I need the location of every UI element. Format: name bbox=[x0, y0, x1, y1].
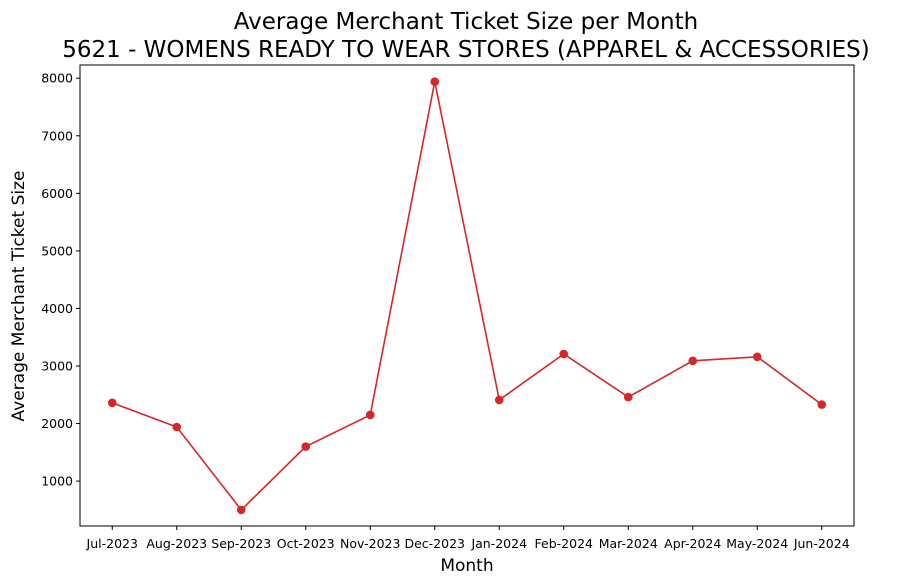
data-point bbox=[752, 352, 762, 362]
data-point bbox=[301, 442, 311, 451]
data-point bbox=[236, 505, 246, 515]
series-line bbox=[111, 81, 823, 512]
chart-title: Average Merchant Ticket Size per Month bbox=[234, 9, 698, 35]
data-point bbox=[172, 422, 182, 432]
x-tick-label: Oct-2023 bbox=[277, 536, 335, 551]
x-tick-label: Dec-2023 bbox=[404, 536, 465, 551]
x-axis: Jul-2023 Aug-2023 Sep-2023 Oct-2023 Nov-2023… bbox=[86, 526, 850, 551]
x-tick-label: Mar-2024 bbox=[599, 536, 658, 551]
x-tick-label: Aug-2023 bbox=[146, 536, 207, 551]
y-tick-label: 2000 bbox=[41, 416, 73, 431]
y-tick-label: 8000 bbox=[41, 71, 73, 86]
x-tick-label: Jul-2023 bbox=[86, 536, 138, 551]
chart-subtitle: 5621 - WOMENS READY TO WEAR STORES (APPA… bbox=[62, 37, 870, 63]
x-tick-label: Feb-2024 bbox=[535, 536, 594, 551]
data-point bbox=[688, 356, 698, 366]
y-tick-label: 7000 bbox=[41, 128, 73, 143]
data-point bbox=[817, 400, 827, 409]
y-axis-label: Average Merchant Ticket Size bbox=[9, 171, 29, 422]
x-tick-label: Jun-2024 bbox=[793, 536, 850, 551]
data-point bbox=[430, 77, 440, 86]
x-tick-label: Sep-2023 bbox=[211, 536, 271, 551]
plot-area bbox=[79, 64, 855, 527]
x-axis-label: Month bbox=[440, 556, 493, 576]
x-tick-label: Apr-2024 bbox=[664, 536, 721, 551]
x-tick-label: May-2024 bbox=[726, 536, 788, 551]
y-tick-label: 3000 bbox=[41, 359, 73, 374]
y-tick-label: 1000 bbox=[41, 474, 73, 489]
y-tick-label: 6000 bbox=[41, 186, 73, 201]
y-tick-label: 4000 bbox=[41, 301, 73, 316]
x-tick-label: Nov-2023 bbox=[340, 536, 400, 551]
data-point bbox=[107, 398, 117, 408]
data-point bbox=[559, 349, 569, 359]
x-tick-label: Jan-2024 bbox=[470, 536, 527, 551]
data-point bbox=[623, 392, 633, 402]
y-tick-label: 5000 bbox=[41, 243, 73, 258]
series-group bbox=[107, 77, 827, 515]
data-point bbox=[365, 410, 375, 420]
data-point bbox=[494, 395, 504, 405]
y-axis: 1000 2000 3000 4000 5000 6000 7000 8000 bbox=[41, 71, 80, 489]
